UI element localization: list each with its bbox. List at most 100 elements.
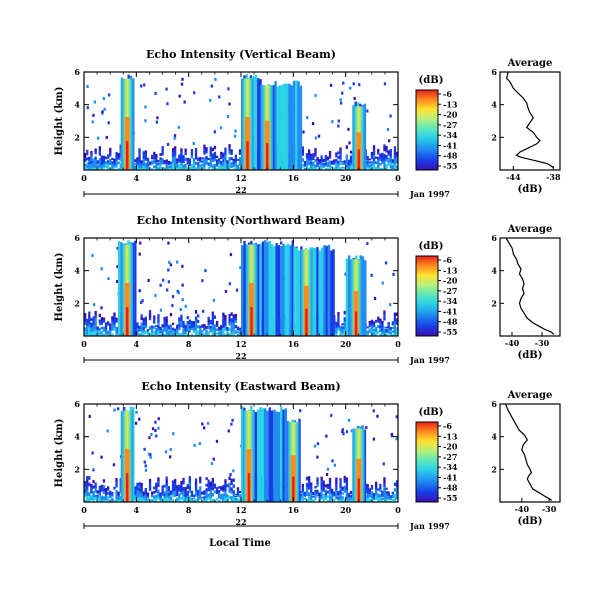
echo-cell — [222, 327, 225, 331]
echo-cell — [146, 165, 150, 168]
echo-cell — [379, 155, 382, 159]
echo-cell — [211, 499, 214, 502]
echo-cell — [96, 327, 99, 330]
echo-cell — [343, 320, 346, 324]
echo-cell — [381, 332, 384, 335]
band-core-max — [292, 476, 295, 502]
echo-cell — [159, 498, 162, 501]
avg-y-tick-label: 2 — [491, 132, 497, 142]
echo-cell — [349, 496, 353, 499]
echo-cell — [314, 150, 317, 154]
echo-cell — [212, 457, 215, 461]
echo-cell — [159, 333, 162, 336]
echo-cell — [140, 166, 143, 169]
echo-cell — [115, 156, 118, 160]
echo-cell — [138, 490, 141, 494]
echo-cell — [113, 315, 116, 319]
echo-cell — [301, 495, 304, 498]
echo-cell — [226, 165, 229, 167]
echo-cell — [159, 499, 162, 502]
echo-cell — [180, 314, 183, 319]
echo-cell — [234, 313, 237, 318]
echo-cell — [143, 460, 146, 464]
echo-cell — [207, 324, 210, 327]
echo-cell — [100, 159, 103, 162]
echo-cell — [161, 491, 164, 495]
echo-cell — [387, 498, 390, 500]
echo-cell — [238, 157, 242, 161]
echo-cell — [305, 483, 309, 487]
echo-cell — [102, 317, 106, 321]
echo-cell — [136, 162, 139, 165]
echo-cell — [201, 324, 204, 327]
echo-cell — [194, 153, 198, 157]
echo-cell — [224, 166, 227, 170]
echo-cell — [104, 329, 108, 332]
echo-cell — [164, 450, 168, 454]
echo-cell — [90, 333, 93, 336]
echo-cell — [385, 493, 388, 496]
echo-cell — [144, 319, 147, 323]
echo-cell — [310, 484, 313, 488]
y-tick-label: 2 — [74, 298, 80, 308]
echo-cell — [215, 162, 219, 166]
echo-cell — [393, 146, 397, 150]
echo-cell — [111, 493, 114, 496]
echo-cell — [318, 495, 321, 497]
echo-cell — [88, 326, 91, 331]
echo-cell — [343, 161, 346, 164]
avg-x-tick-label: -30 — [535, 338, 550, 348]
echo-cell — [209, 499, 212, 502]
echo-cell — [389, 333, 392, 336]
echo-cell — [372, 330, 376, 333]
echo-cell — [163, 493, 166, 497]
echo-cell — [186, 323, 189, 327]
echo-cell — [192, 158, 196, 161]
echo-cell — [94, 311, 97, 315]
echo-cell — [349, 160, 353, 164]
echo-cell — [215, 497, 219, 501]
echo-cell — [117, 495, 120, 498]
echo-cell — [163, 321, 166, 325]
echo-cell — [190, 155, 194, 159]
echo-cell — [211, 164, 214, 168]
echo-cell — [383, 153, 386, 158]
echo-cell — [84, 157, 87, 160]
echo-cell — [184, 324, 187, 327]
average-profile-line — [505, 237, 555, 335]
echo-cell — [162, 278, 165, 282]
echo-cell — [331, 495, 334, 498]
echo-cell — [192, 167, 196, 170]
echo-cell — [178, 332, 181, 336]
echo-cell — [331, 166, 334, 169]
echo-cell — [383, 313, 386, 318]
echo-cell — [146, 159, 150, 162]
echo-cell — [176, 487, 179, 490]
colorbar-tick-label: -55 — [443, 493, 457, 503]
echo-cell — [113, 160, 116, 162]
echo-cell — [347, 495, 351, 498]
echo-cell — [111, 333, 114, 336]
echo-cell — [234, 161, 237, 164]
echo-cell — [104, 165, 108, 169]
echo-cell — [182, 155, 185, 158]
echo-cell — [157, 314, 160, 318]
echo-cell — [218, 161, 221, 164]
echo-cell — [366, 484, 369, 487]
echo-cell — [224, 154, 227, 158]
echo-cell — [383, 332, 386, 336]
band-column — [277, 245, 281, 336]
echo-cell — [375, 484, 378, 488]
echo-cell — [167, 162, 170, 165]
echo-cell — [169, 448, 172, 451]
echo-cell — [103, 107, 106, 111]
echo-cell — [171, 156, 175, 160]
echo-cell — [201, 492, 204, 495]
echo-cell — [385, 330, 388, 332]
echo-cell — [345, 480, 348, 485]
echo-cell — [218, 333, 221, 336]
avg-y-tick-label: 6 — [491, 67, 497, 77]
echo-cell — [230, 499, 233, 502]
echo-cell — [226, 331, 229, 334]
echo-cell — [199, 476, 202, 481]
